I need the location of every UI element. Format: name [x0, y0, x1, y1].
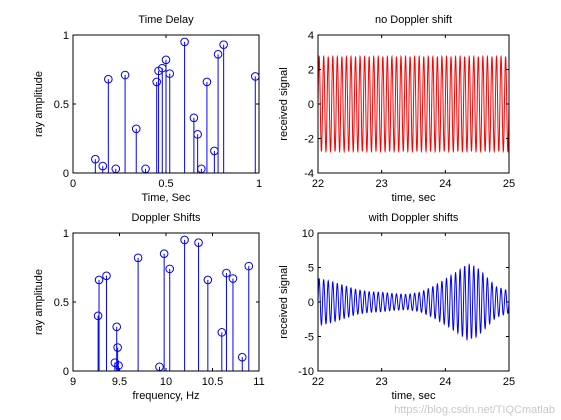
y-tick-label: 4: [308, 30, 314, 42]
x-axis-label: Time, Sec: [141, 192, 191, 204]
y-tick-label: -5: [304, 332, 314, 344]
stem-marker: [161, 55, 171, 65]
y-tick-label: 2: [308, 65, 314, 77]
x-tick-label: 23: [376, 178, 388, 190]
y-tick-label: 0.5: [54, 99, 69, 111]
x-tick-label: 24: [439, 376, 451, 388]
stem-marker: [189, 113, 199, 123]
y-tick-label: 0: [308, 297, 314, 309]
stem-marker: [222, 268, 231, 278]
x-tick-label: 10.5: [202, 376, 223, 388]
stem-marker: [152, 77, 161, 87]
y-tick-label: 0: [63, 366, 69, 378]
x-tick-label: 23: [376, 376, 388, 388]
y-tick-label: 0.5: [54, 297, 69, 309]
signal-line: [318, 263, 509, 342]
y-axis-label: ray amplitude: [33, 269, 45, 335]
stem-marker: [244, 261, 254, 271]
chart-title: no Doppler shift: [375, 14, 452, 26]
stem-marker: [210, 146, 219, 156]
axes-box: [72, 232, 260, 372]
stem-marker: [203, 275, 213, 285]
stem-marker: [120, 70, 130, 80]
x-tick-label: 25: [503, 178, 515, 190]
x-tick-label: 22: [312, 376, 324, 388]
y-tick-label: -2: [304, 134, 314, 146]
stem-series: [94, 41, 256, 173]
stem-marker: [98, 161, 108, 171]
x-tick-label: 24: [439, 178, 451, 190]
stem-marker: [228, 274, 238, 283]
stem-marker: [180, 235, 189, 245]
stem-series: [97, 239, 250, 371]
signal-line: [318, 54, 509, 154]
chart-title: Time Delay: [138, 14, 194, 26]
y-tick-label: 0: [308, 99, 314, 111]
chart-title: with Doppler shifts: [368, 212, 459, 224]
stem-marker: [91, 154, 100, 164]
watermark: https://blog.csdn.net/TIQCmatlab: [394, 404, 555, 416]
subplot-1: 0 0.5 1 0 0.5 1 Time Delay Time, Sec ray amplitu…: [33, 14, 262, 204]
stem-marker: [202, 77, 212, 87]
x-tick-label: 0.5: [158, 178, 173, 190]
y-tick-label: -4: [304, 168, 314, 180]
stem-marker: [165, 69, 175, 78]
subplot-3: 9 9.5 10 10.5 11 0 0.5 1 Doppler Shifts frequency…: [33, 212, 265, 402]
stem-marker: [131, 124, 141, 134]
y-axis-label: ray amplitude: [33, 71, 45, 137]
stem-marker: [194, 238, 203, 247]
x-tick-label: 10: [160, 376, 172, 388]
stem-marker: [165, 264, 175, 274]
y-tick-label: 1: [63, 228, 69, 240]
x-tick-label: 0: [70, 178, 76, 190]
x-tick-label: 11: [253, 376, 264, 388]
stem-marker: [159, 249, 169, 258]
stem-marker: [213, 50, 223, 59]
subplot-4: 22 23 24 25 -10 -5 0 5 10 with Doppler shifts time…: [278, 212, 515, 402]
stem-marker: [133, 253, 143, 263]
y-axis-label: received signal: [278, 67, 290, 140]
x-tick-label: 9.5: [112, 376, 127, 388]
x-tick-label: 22: [312, 178, 324, 190]
y-tick-label: 5: [308, 263, 314, 275]
x-tick-label: 1: [256, 178, 262, 190]
stem-marker: [112, 322, 122, 332]
stem-marker: [113, 343, 122, 352]
y-tick-label: 1: [63, 30, 69, 42]
stem-marker: [102, 271, 111, 281]
x-axis-label: time, sec: [391, 390, 436, 402]
y-tick-label: 0: [63, 168, 69, 180]
y-axis-label: received signal: [278, 265, 290, 338]
y-tick-label: 10: [302, 228, 314, 240]
stem-marker: [94, 275, 104, 285]
x-tick-label: 25: [503, 376, 515, 388]
stem-marker: [219, 40, 228, 49]
x-tick-label: 9: [70, 376, 76, 388]
y-tick-label: -10: [298, 366, 314, 378]
chart-title: Doppler Shifts: [131, 212, 201, 224]
stem-marker: [193, 130, 202, 139]
stem-marker: [114, 361, 123, 370]
stem-marker: [217, 328, 227, 337]
stem-marker: [93, 311, 103, 321]
stem-marker: [237, 352, 247, 362]
stem-marker: [104, 74, 113, 84]
stem-marker: [157, 63, 167, 73]
x-axis-label: frequency, Hz: [132, 390, 199, 402]
x-axis-label: time, sec: [391, 192, 436, 204]
stem-marker: [180, 37, 189, 47]
